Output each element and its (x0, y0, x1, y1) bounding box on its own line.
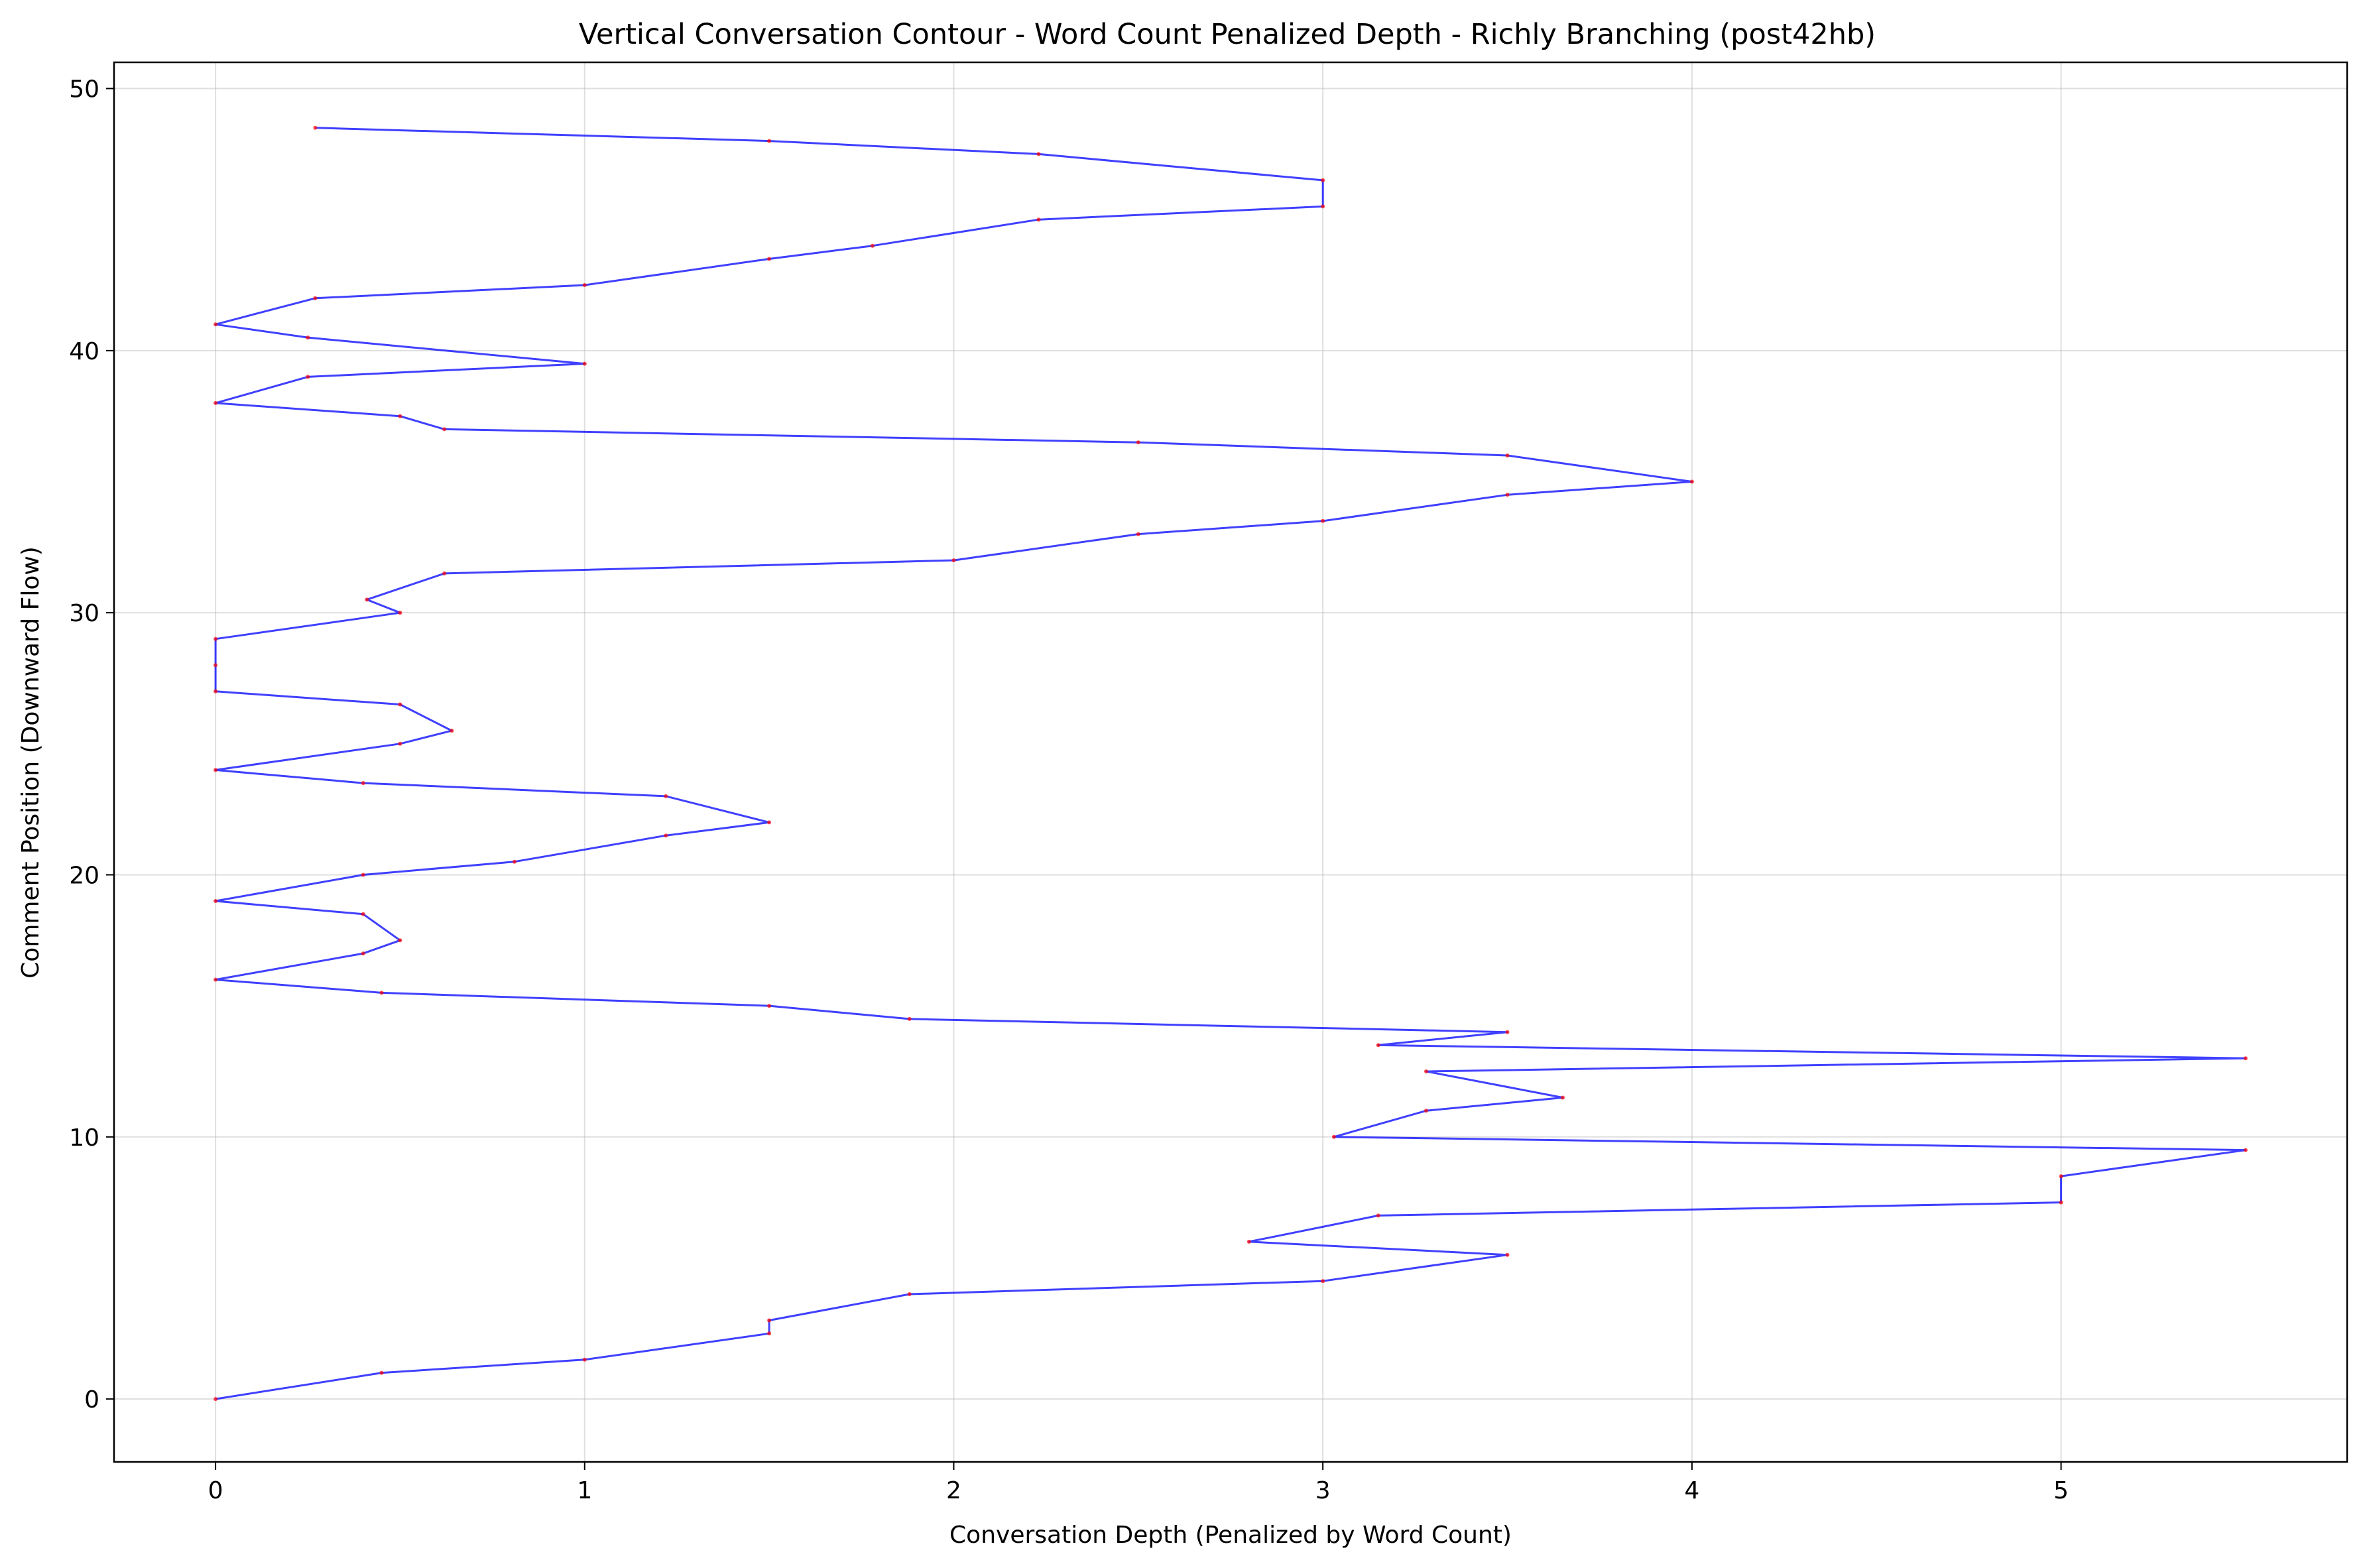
data-point (767, 820, 772, 825)
grid-lines (114, 62, 2347, 1462)
data-point (306, 335, 310, 340)
data-point (379, 1370, 384, 1375)
series-line (214, 127, 2247, 1400)
data-point (1505, 1030, 1510, 1034)
plot-frame (113, 61, 2348, 1463)
data-point (2243, 1148, 2248, 1152)
data-point (2059, 1174, 2063, 1179)
data-point (767, 257, 772, 261)
data-point (1561, 1095, 1565, 1100)
data-point (361, 951, 365, 956)
data-point (313, 125, 318, 130)
data-point (767, 1004, 772, 1008)
data-point (1424, 1069, 1428, 1073)
data-point (398, 741, 402, 746)
data-point (1321, 204, 1325, 209)
data-point (365, 597, 369, 602)
data-point (2243, 1056, 2248, 1061)
data-point (213, 1397, 218, 1402)
data-point (398, 702, 402, 707)
data-point (2059, 1200, 2063, 1205)
data-point (306, 375, 310, 379)
x-tick-label: 5 (2053, 1477, 2069, 1504)
data-point (450, 729, 454, 733)
data-point (1505, 1252, 1510, 1257)
data-point (213, 663, 218, 668)
data-point (1424, 1109, 1428, 1113)
data-point (767, 139, 772, 143)
data-point (442, 427, 447, 432)
x-tick-label: 4 (1684, 1477, 1699, 1504)
data-point (213, 400, 218, 405)
data-point (871, 243, 875, 248)
data-point (213, 768, 218, 772)
data-point (1036, 152, 1041, 156)
y-tick-label: 0 (84, 1386, 99, 1414)
data-point (582, 361, 587, 366)
data-point (1136, 532, 1140, 536)
data-point (582, 283, 587, 287)
data-point (1689, 479, 1694, 484)
data-point (1376, 1043, 1380, 1048)
data-point (907, 1292, 912, 1296)
data-point (1505, 453, 1510, 457)
data-point (767, 1318, 772, 1323)
y-tick-label: 30 (69, 600, 99, 627)
data-point (398, 938, 402, 943)
x-tick-label: 1 (577, 1477, 592, 1504)
data-point (1246, 1239, 1251, 1244)
data-point (1376, 1213, 1380, 1218)
data-point (379, 991, 384, 995)
y-tick-label: 10 (69, 1124, 99, 1152)
data-point (361, 873, 365, 877)
series-layer (213, 125, 2248, 1402)
y-tick-label: 20 (69, 862, 99, 889)
x-tick-label: 0 (208, 1477, 223, 1504)
y-axis-label: Comment Position (Downward Flow) (17, 546, 44, 979)
data-point (1331, 1134, 1336, 1139)
x-axis-label: Conversation Depth (Penalized by Word Co… (949, 1522, 1512, 1549)
data-point (907, 1016, 912, 1021)
data-point (213, 322, 218, 327)
x-tick-label: 2 (946, 1477, 961, 1504)
data-point (213, 977, 218, 982)
data-point (361, 781, 365, 786)
data-point (313, 296, 318, 300)
data-point (398, 611, 402, 615)
data-point (664, 833, 668, 838)
data-point (767, 1331, 772, 1336)
data-point (1321, 1279, 1325, 1284)
chart-title: Vertical Conversation Contour - Word Cou… (579, 18, 1876, 51)
data-point (213, 689, 218, 694)
data-point (1136, 440, 1140, 445)
data-point (398, 414, 402, 418)
y-tick-label: 50 (69, 76, 99, 103)
data-point (1036, 217, 1041, 222)
data-point (213, 636, 218, 641)
data-point (1505, 493, 1510, 497)
data-point (951, 558, 956, 563)
data-point (513, 859, 516, 864)
x-tick-label: 3 (1315, 1477, 1331, 1504)
data-point (1321, 518, 1325, 523)
data-point (582, 1357, 587, 1362)
data-point (442, 571, 447, 575)
y-tick-label: 40 (69, 338, 99, 365)
data-point (664, 794, 668, 798)
data-point (213, 899, 218, 903)
data-point (361, 912, 365, 916)
data-point (1321, 178, 1325, 182)
